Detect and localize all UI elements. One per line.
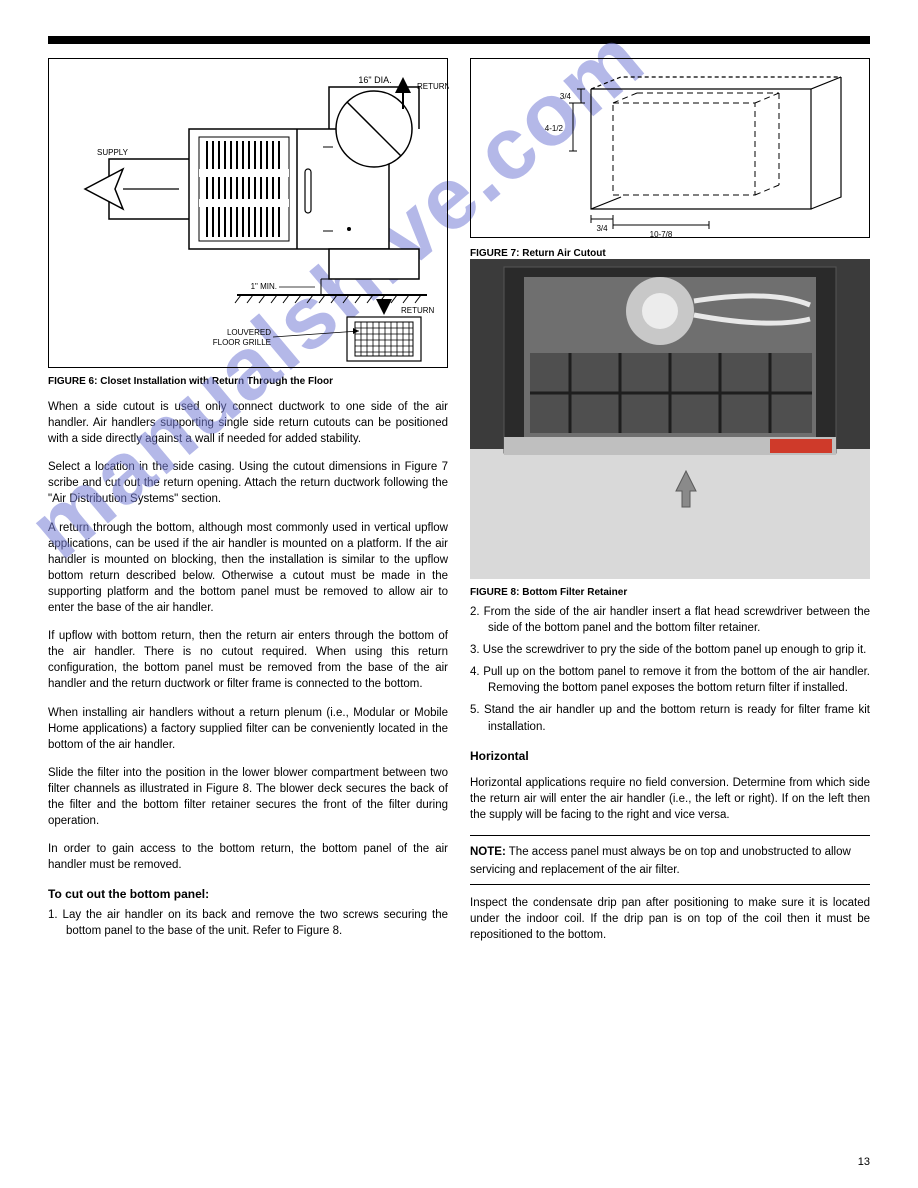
figure-6-box: 16" DIA. RETURN (48, 58, 448, 368)
right-column: 3/4 4-1/2 3/4 10-7/8 FIGURE 7: Return Ai… (470, 58, 870, 943)
svg-text:3/4: 3/4 (560, 92, 572, 101)
svg-text:4-1/2: 4-1/2 (545, 124, 564, 133)
note-text: NOTE: The access panel must always be on… (470, 846, 851, 876)
page-number: 13 (858, 1156, 870, 1168)
figure-6-caption: FIGURE 6: Closet Installation with Retur… (48, 376, 448, 387)
svg-text:FLOOR GRILLE: FLOOR GRILLE (213, 338, 271, 347)
figure-7-box: 3/4 4-1/2 3/4 10-7/8 (470, 58, 870, 238)
svg-text:SUPPLY: SUPPLY (97, 148, 129, 157)
para-l4: If upflow with bottom return, then the r… (48, 628, 448, 692)
figure-7-svg: 3/4 4-1/2 3/4 10-7/8 (471, 59, 871, 239)
svg-text:16" DIA.: 16" DIA. (358, 75, 391, 85)
svg-text:3/4: 3/4 (596, 224, 608, 233)
figure-8-caption: FIGURE 8: Bottom Filter Retainer (470, 587, 870, 598)
figure-6-svg: 16" DIA. RETURN (49, 59, 449, 369)
para-r2: Inspect the condensate drip pan after po… (470, 895, 870, 943)
svg-text:10-7/8: 10-7/8 (650, 230, 673, 239)
para-r1: Horizontal applications require no field… (470, 775, 870, 823)
para-l5: When installing air handlers without a r… (48, 705, 448, 753)
para-l1: When a side cutout is used only connect … (48, 399, 448, 447)
figure-8-svg (470, 259, 870, 579)
step-r2: 2. From the side of the air handler inse… (470, 604, 870, 636)
para-l6: Slide the filter into the position in th… (48, 765, 448, 829)
figure-8-box (470, 259, 870, 579)
step-l1: 1. Lay the air handler on its back and r… (48, 907, 448, 939)
step-r4: 4. Pull up on the bottom panel to remove… (470, 664, 870, 696)
para-l2: Select a location in the side casing. Us… (48, 459, 448, 507)
step-r5: 5. Stand the air handler up and the bott… (470, 702, 870, 734)
svg-text:RETURN: RETURN (417, 82, 449, 91)
svg-text:1" MIN.: 1" MIN. (251, 282, 277, 291)
svg-text:RETURN: RETURN (401, 306, 435, 315)
step-r3: 3. Use the screwdriver to pry the side o… (470, 642, 870, 658)
figure-7-caption: FIGURE 7: Return Air Cutout (470, 248, 870, 259)
svg-text:LOUVERED: LOUVERED (227, 328, 271, 337)
head-horizontal: Horizontal (470, 749, 870, 763)
para-l7: In order to gain access to the bottom re… (48, 841, 448, 873)
left-column: 16" DIA. RETURN (48, 58, 448, 943)
head-cut-panel: To cut out the bottom panel: (48, 887, 448, 901)
note-box: NOTE: The access panel must always be on… (470, 835, 870, 885)
para-l3: A return through the bottom, although mo… (48, 520, 448, 617)
header-rule (48, 36, 870, 44)
